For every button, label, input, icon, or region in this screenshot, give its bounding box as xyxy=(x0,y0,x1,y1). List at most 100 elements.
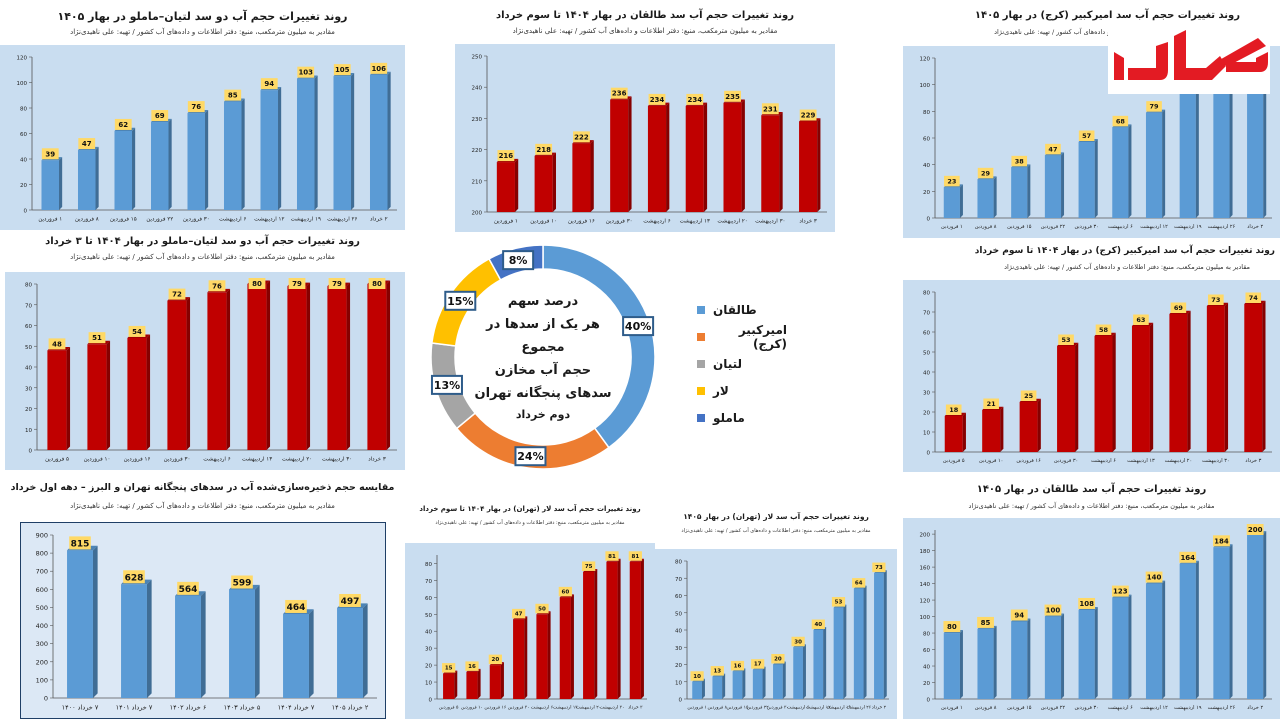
bar-side xyxy=(387,71,391,210)
y-tick-label: 40 xyxy=(20,158,27,164)
bar xyxy=(337,607,363,698)
legend-swatch xyxy=(697,386,705,395)
data-label: 564 xyxy=(179,585,198,595)
bar xyxy=(761,115,780,212)
y-tick-label: 0 xyxy=(927,451,931,457)
bar xyxy=(296,78,315,210)
y-tick-label: 10 xyxy=(425,681,432,687)
bar xyxy=(47,350,67,450)
x-tick-label: ۱۹ اردیبهشت xyxy=(1174,705,1202,711)
bar-side xyxy=(66,346,71,450)
bar-side xyxy=(1061,152,1065,218)
data-label: 47 xyxy=(515,611,523,617)
x-tick-label: ۸ فروردین xyxy=(75,217,99,223)
bar-side xyxy=(993,176,997,218)
y-tick-label: 0 xyxy=(24,209,28,215)
bar xyxy=(773,664,783,699)
y-tick-label: 900 xyxy=(36,532,48,540)
x-tick-label: ۱۲ اردیبهشت xyxy=(254,217,284,223)
bar-chart-svg: 0 20 40 60 80 100 120 140 160 180 200 80 ۱ فروردین 85… xyxy=(920,524,1272,711)
y-tick-label: 40 xyxy=(675,629,682,635)
y-tick-label: 40 xyxy=(923,665,930,671)
bar-side xyxy=(959,184,963,218)
data-label: 18 xyxy=(949,406,959,414)
data-label: 222 xyxy=(574,133,589,141)
x-tick-label: ۱۵ فروردین xyxy=(1007,224,1032,230)
bar xyxy=(367,284,387,450)
data-label: 17 xyxy=(754,662,762,668)
data-label: 16 xyxy=(734,663,742,669)
bar xyxy=(1112,597,1129,699)
data-label-box xyxy=(224,89,242,101)
x-tick-label: ۱ فروردین xyxy=(941,705,963,711)
data-label-box xyxy=(69,536,91,550)
data-label: 50 xyxy=(538,606,546,612)
data-label-box xyxy=(690,671,704,681)
bar-side xyxy=(266,280,271,450)
bar-side xyxy=(92,545,98,698)
data-label: 76 xyxy=(191,103,201,111)
bar-side xyxy=(1229,73,1233,219)
data-label-box xyxy=(1058,334,1074,345)
donut-pct-label: 8% xyxy=(509,254,528,267)
bar xyxy=(629,561,641,699)
y-tick-label: 70 xyxy=(25,303,32,309)
donut-pct-box xyxy=(430,374,463,395)
bar xyxy=(943,187,960,218)
x-tick-label: ۱۵ فروردین xyxy=(1007,705,1032,711)
x-tick-label: ۳۰ فروردین xyxy=(1074,224,1098,230)
x-tick-label: ۲۶ اردیبهشت xyxy=(1208,705,1236,711)
data-label: 53 xyxy=(1062,336,1071,344)
data-label-box xyxy=(333,64,351,76)
data-label: 628 xyxy=(125,573,144,583)
data-label: 60 xyxy=(562,589,570,595)
data-label: 108 xyxy=(1079,600,1094,608)
bar xyxy=(944,416,963,452)
chart-panel-lar-1404: روند تغییرات حجم آب سد لار (تهران) در به… xyxy=(405,495,655,719)
x-tick-label: ۳۰ اردیبهشت xyxy=(755,219,785,225)
x-tick-label: ۶ اردیبهشت xyxy=(643,219,670,225)
y-tick-label: 0 xyxy=(679,698,683,704)
y-tick-label: 20 xyxy=(923,190,930,196)
data-label-box xyxy=(1111,585,1129,597)
donut-pct-box xyxy=(444,290,477,311)
bar xyxy=(572,143,591,212)
data-label: 54 xyxy=(132,328,142,336)
bar xyxy=(1169,314,1188,452)
bar xyxy=(1078,609,1095,699)
data-label-box xyxy=(761,103,779,115)
data-label-box xyxy=(151,110,169,122)
data-label-box xyxy=(1146,101,1162,112)
bar xyxy=(443,673,455,699)
x-tick-label: ۳۰ فروردین xyxy=(767,705,789,711)
bar xyxy=(1019,402,1038,452)
y-tick-label: 80 xyxy=(923,291,930,297)
donut-pct-box xyxy=(622,316,655,337)
x-tick-label: ۶ اردیبهشت xyxy=(1108,224,1133,230)
y-tick-label: 60 xyxy=(25,324,32,330)
bar xyxy=(1213,76,1230,219)
bar-side xyxy=(863,585,867,699)
y-tick-label: 50 xyxy=(25,345,32,351)
data-label: 81 xyxy=(632,554,640,560)
x-tick-label: ۲۲ فروردین xyxy=(146,217,173,223)
legend-label: طالقان xyxy=(713,302,757,317)
x-tick-label: ۱۰ فروردین xyxy=(979,458,1003,464)
bar-side xyxy=(95,146,99,210)
bar-side xyxy=(346,282,351,450)
bar-side xyxy=(1094,606,1098,699)
bar-side xyxy=(1128,594,1132,699)
data-label-box xyxy=(1095,324,1112,335)
bar-side xyxy=(362,603,368,698)
data-label-box xyxy=(943,621,961,633)
bar xyxy=(874,573,884,699)
data-label-box xyxy=(48,338,66,350)
x-tick-label: ۳ خرداد xyxy=(1245,458,1261,464)
chart-panel-comparison: مقایسه حجم ذخیره‌سازی‌شده آب در سدهای پن… xyxy=(0,474,405,719)
bar-side xyxy=(351,72,355,210)
data-label: 103 xyxy=(298,69,313,77)
data-label-box xyxy=(1170,302,1187,313)
data-label-box xyxy=(288,278,306,289)
bar-side xyxy=(802,644,806,699)
bar-side xyxy=(1162,109,1166,218)
